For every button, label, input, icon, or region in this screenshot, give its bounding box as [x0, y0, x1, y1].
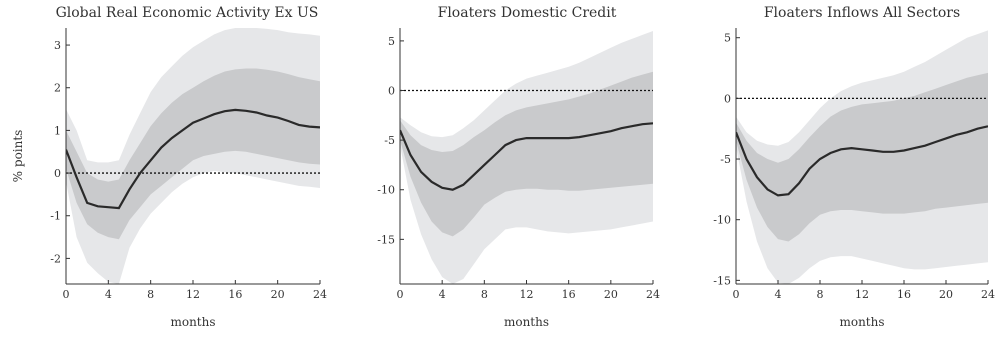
- data-group-1: [66, 28, 320, 284]
- y-tick-label: 5: [724, 32, 731, 45]
- y-tick-label: 2: [54, 82, 61, 95]
- x-tick-label: 0: [733, 288, 740, 301]
- y-tick-label: -15: [377, 233, 395, 246]
- x-tick-label: 12: [520, 288, 534, 301]
- y-tick-label: -2: [50, 252, 61, 265]
- y-tick-label: 0: [724, 92, 731, 105]
- x-tick-label: 12: [855, 288, 869, 301]
- y-tick-label: 0: [54, 167, 61, 180]
- data-group-3: [736, 30, 988, 284]
- y-tick-label: -10: [713, 214, 731, 227]
- x-tick-label: 20: [604, 288, 618, 301]
- x-tick-label: 20: [271, 288, 285, 301]
- y-tick-label: -10: [377, 184, 395, 197]
- x-tick-label: 4: [439, 288, 446, 301]
- chart-title: Global Real Economic Activity Ex US: [56, 5, 319, 21]
- chart-title: Floaters Inflows All Sectors: [764, 5, 960, 21]
- x-axis-label: months: [504, 315, 549, 329]
- x-tick-label: 4: [775, 288, 782, 301]
- x-tick-label: 12: [186, 288, 200, 301]
- inner-confidence-band: [400, 71, 653, 237]
- x-tick-label: 8: [147, 288, 154, 301]
- data-group-2: [400, 31, 653, 284]
- y-tick-label: 3: [54, 39, 61, 52]
- x-tick-label: 16: [897, 288, 911, 301]
- y-tick-label: 0: [388, 85, 395, 98]
- x-tick-label: 8: [481, 288, 488, 301]
- chart-panel-2: -15 -10 -5 0 5 0 4 8 12 16 20 24 Floaters Domestic C…: [377, 5, 660, 329]
- y-tick-label: 1: [54, 124, 61, 137]
- median-response-line: [66, 108, 320, 210]
- x-axis-label: months: [170, 315, 215, 329]
- y-axis-label: % points: [11, 130, 25, 183]
- x-tick-label: 0: [397, 288, 404, 301]
- x-tick-label: 24: [981, 288, 995, 301]
- x-tick-label: 0: [63, 288, 70, 301]
- x-tick-label: 16: [228, 288, 242, 301]
- median-response-line: [736, 125, 988, 197]
- y-tick-label: -5: [384, 134, 395, 147]
- inner-confidence-band: [66, 68, 320, 240]
- chart-panel-3: -15 -10 -5 0 5 0 4 8 12 16 20 24 Floaters Inflows Al…: [713, 5, 995, 329]
- x-tick-label: 8: [817, 288, 824, 301]
- x-tick-label: 24: [313, 288, 327, 301]
- x-tick-label: 4: [105, 288, 112, 301]
- x-tick-label: 24: [646, 288, 660, 301]
- x-tick-label: 20: [939, 288, 953, 301]
- x-axis-label: months: [839, 315, 884, 329]
- y-tick-label: -15: [713, 274, 731, 287]
- y-tick-label: -5: [720, 153, 731, 166]
- x-tick-label: 16: [562, 288, 576, 301]
- inner-confidence-band: [736, 72, 988, 242]
- chart-title: Floaters Domestic Credit: [438, 5, 617, 21]
- y-tick-label: -1: [50, 210, 61, 223]
- y-tick-label: 5: [388, 35, 395, 48]
- median-response-line: [400, 122, 653, 191]
